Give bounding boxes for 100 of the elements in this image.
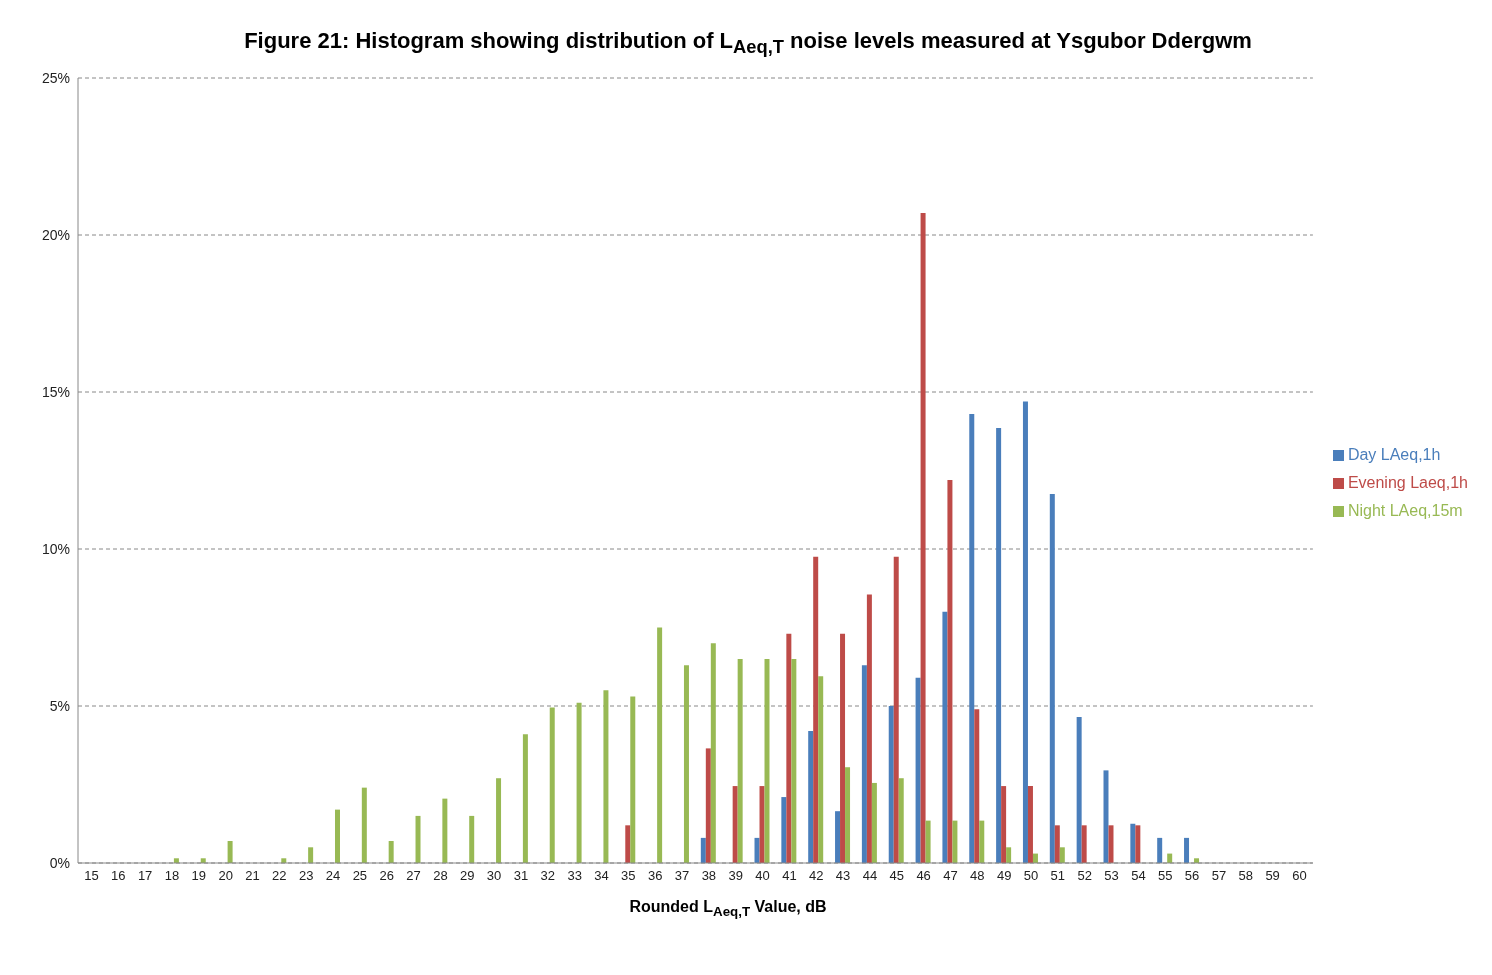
- x-tick-label: 31: [513, 868, 529, 884]
- bar: [893, 556, 899, 863]
- bar: [866, 594, 872, 863]
- bar: [705, 748, 711, 863]
- x-tick-label: 17: [137, 868, 153, 884]
- x-tick-label: 35: [621, 868, 636, 884]
- x-tick-label: 60: [1292, 868, 1307, 884]
- bar: [576, 702, 582, 863]
- x-tick-label: 43: [835, 868, 851, 884]
- bar: [840, 633, 846, 863]
- x-tick-label: 16: [111, 868, 126, 884]
- x-tick-label: 30: [486, 868, 502, 884]
- x-tick-label: 46: [916, 868, 931, 884]
- bar: [1006, 847, 1012, 863]
- bar: [898, 778, 904, 863]
- x-tick-label: 39: [728, 868, 743, 884]
- bar: [1049, 494, 1055, 863]
- bar: [754, 837, 760, 863]
- x-tick-label: 59: [1265, 868, 1280, 884]
- x-axis-title: Rounded L$_{Aeq,T}$ Value, dB: [628, 898, 828, 920]
- x-tick-label: 48: [970, 868, 985, 884]
- x-tick-label: 22: [272, 868, 287, 884]
- x-tick-label: 18: [164, 868, 180, 884]
- x-tick-label: 37: [674, 868, 690, 884]
- x-tick-label: 23: [298, 868, 314, 884]
- bar: [1054, 825, 1060, 863]
- x-tick-label: 47: [943, 868, 958, 884]
- bar: [861, 665, 867, 863]
- bar: [1081, 825, 1087, 863]
- bar: [781, 797, 787, 863]
- bar: [947, 479, 953, 863]
- bar: [308, 847, 314, 863]
- bar: [1184, 837, 1190, 863]
- x-tick-label: 24: [325, 868, 341, 884]
- bar: [835, 811, 841, 863]
- bar: [683, 665, 689, 863]
- x-tick-label: 49: [996, 868, 1012, 884]
- bar: [1076, 716, 1082, 863]
- x-tick-label: 52: [1077, 868, 1092, 884]
- legend-label: Day LAeq,1h: [1347, 446, 1441, 463]
- y-tick-label: 0%: [49, 854, 70, 871]
- bar: [442, 798, 448, 863]
- bar: [415, 815, 421, 863]
- bar: [334, 809, 340, 863]
- bar: [920, 213, 926, 863]
- x-tick-label: 20: [218, 868, 233, 884]
- bar: [791, 658, 797, 863]
- bar: [700, 837, 706, 863]
- bar: [786, 633, 792, 863]
- bar: [732, 786, 738, 863]
- x-tick-label: 26: [379, 868, 394, 884]
- x-tick-label: 44: [862, 868, 878, 884]
- bar: [925, 820, 931, 863]
- x-tick-label: 51: [1050, 868, 1066, 884]
- bar: [522, 734, 528, 863]
- bar: [1027, 786, 1033, 863]
- x-tick-label: 15: [84, 868, 99, 884]
- bar: [1059, 847, 1065, 863]
- x-tick-label: 36: [647, 868, 663, 884]
- bar: [603, 690, 609, 863]
- legend-label: Evening Laeq,1h: [1347, 474, 1468, 491]
- bar: [888, 706, 894, 863]
- x-tick-label: 34: [594, 868, 609, 884]
- chart-title: Figure 21: Histogram showing distribution of L$_{Aeq,T}$ noise levels measured at Ysgubor Ddergwm: [243, 27, 1253, 60]
- x-tick-label: 53: [1104, 868, 1119, 884]
- bar: [737, 658, 743, 863]
- bar: [813, 556, 819, 863]
- bar: [974, 709, 980, 863]
- x-tick-label: 25: [352, 868, 368, 884]
- x-tick-label: 56: [1184, 868, 1200, 884]
- x-tick-label: 28: [433, 868, 448, 884]
- bar: [915, 677, 921, 863]
- bar: [496, 778, 502, 863]
- x-tick-label: 45: [889, 868, 905, 884]
- legend-label: Night LAeq,15m: [1347, 502, 1463, 519]
- bar: [630, 696, 636, 863]
- bar: [469, 815, 475, 863]
- x-tick-label: 57: [1211, 868, 1227, 884]
- bar: [969, 413, 975, 863]
- bar: [759, 786, 765, 863]
- bar: [388, 841, 394, 863]
- x-tick-label: 41: [782, 868, 797, 884]
- bar: [1130, 823, 1136, 863]
- x-tick-label: 42: [809, 868, 824, 884]
- bar: [1108, 825, 1114, 863]
- bar: [625, 825, 631, 863]
- bar: [361, 787, 367, 863]
- bar: [952, 820, 958, 863]
- bar: [979, 820, 985, 863]
- bar: [996, 428, 1002, 863]
- x-tick-label: 33: [567, 868, 582, 884]
- x-tick-label: 29: [460, 868, 475, 884]
- y-tick-label: 25%: [41, 69, 70, 86]
- bar: [1157, 837, 1163, 863]
- bar: [657, 627, 663, 863]
- bar: [1022, 401, 1028, 863]
- y-tick-label: 10%: [41, 540, 70, 557]
- bar: [1135, 825, 1141, 863]
- bar: [549, 707, 555, 863]
- x-tick-label: 21: [245, 868, 260, 884]
